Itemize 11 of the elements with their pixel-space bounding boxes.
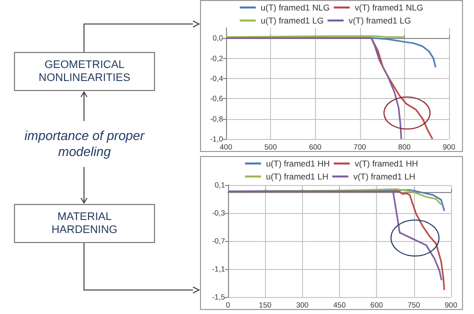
legend-label: v(T) framed1 NLG	[354, 2, 424, 12]
text: GEOMETRICAL NONLINEARITIES	[38, 58, 132, 84]
text: importance of proper modeling	[24, 128, 146, 160]
legend-label: u(T) framed1 NLG	[260, 2, 330, 12]
legend-label: u(T) framed1 LG	[260, 16, 324, 26]
legend-label: v(T) framed1 HH	[354, 158, 418, 168]
legend-label: u(T) framed1 HH	[266, 158, 330, 168]
legend-label: v(T) framed1 LG	[348, 16, 411, 26]
legend-label: v(T) framed1 LH	[353, 172, 416, 182]
text: MATERIAL HARDENING	[50, 210, 118, 236]
legend-label: u(T) framed1 LH	[266, 172, 328, 182]
